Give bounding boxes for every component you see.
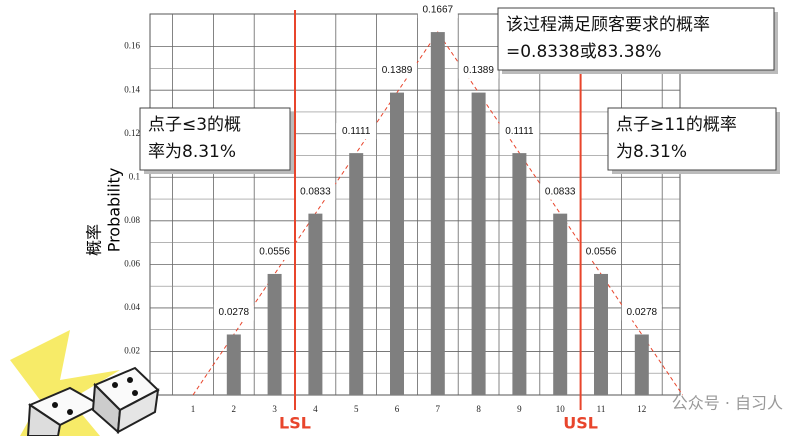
annotation-text: 率为8.31% — [148, 142, 236, 162]
value-label: 0.0278 — [627, 307, 658, 318]
value-label-bg — [458, 62, 499, 79]
bar — [471, 92, 486, 396]
bar — [308, 213, 323, 395]
y-tick-label: 0.04 — [124, 302, 140, 312]
annotation-box — [607, 107, 777, 171]
value-label: 0.0278 — [219, 307, 250, 318]
value-label: 0.0556 — [586, 247, 617, 258]
value-label: 0.1111 — [342, 126, 371, 137]
value-label: 0.1111 — [505, 126, 534, 137]
annotation-text: =0.8338或83.38% — [506, 42, 662, 62]
value-label-bg — [621, 304, 662, 321]
annotation-text: 点子≤3的概 — [148, 115, 241, 135]
value-label-bg — [254, 243, 295, 260]
bar — [634, 334, 649, 395]
annotation-box — [497, 7, 775, 71]
bar — [390, 92, 404, 396]
value-label: 0.1667 — [423, 5, 454, 16]
x-tick-label: 1 — [191, 404, 196, 414]
x-tick-label: 6 — [395, 404, 400, 414]
y-tick-label: 0.1 — [129, 171, 140, 181]
x-tick-label: 12 — [637, 404, 646, 414]
dice-icon — [10, 330, 160, 436]
value-label-bg — [336, 123, 377, 140]
x-tick-label: 9 — [517, 404, 522, 414]
y-tick-label: 0.02 — [124, 346, 140, 356]
value-label-bg — [295, 183, 336, 200]
value-label-bg — [417, 2, 458, 19]
value-label: 0.1389 — [382, 65, 413, 76]
x-tick-label: 2 — [232, 404, 237, 414]
y-tick-label: 0.12 — [124, 128, 140, 138]
x-tick-label: 4 — [313, 404, 318, 414]
bar — [226, 334, 241, 395]
value-label-bg — [213, 304, 254, 321]
bar — [430, 32, 445, 396]
bar — [267, 273, 282, 395]
value-label: 0.0833 — [545, 186, 576, 197]
x-tick-label: 5 — [354, 404, 359, 414]
bar — [512, 153, 527, 395]
x-tick-label: 7 — [436, 404, 441, 414]
y-tick-label: 0.14 — [124, 84, 140, 94]
bar — [553, 213, 568, 395]
x-tick-label: 8 — [476, 404, 481, 414]
value-label: 0.1389 — [463, 65, 494, 76]
annotation-box — [139, 107, 291, 171]
bar — [349, 153, 364, 395]
annotation-text: 为8.31% — [616, 142, 687, 162]
x-tick-label: 3 — [272, 404, 277, 414]
bar — [594, 273, 608, 395]
annotation-text: 该过程满足顾客要求的概率 — [506, 15, 710, 35]
value-label-bg — [540, 183, 581, 200]
x-tick-label: 11 — [597, 404, 606, 414]
spec-limit-label: LSL — [279, 414, 311, 433]
value-label-bg — [377, 62, 417, 79]
x-tick-label: 10 — [556, 404, 566, 414]
annotation-text: 点子≥11的概率 — [616, 115, 737, 135]
value-label: 0.0833 — [300, 186, 331, 197]
y-tick-label: 0.06 — [124, 258, 140, 268]
value-label-bg — [581, 243, 621, 260]
value-label: 0.0556 — [259, 247, 290, 258]
watermark: 公众号 · 自习人 — [672, 394, 783, 413]
y-axis-label: Probability — [105, 168, 124, 253]
y-tick-label: 0.08 — [124, 215, 140, 225]
spec-limit-label: USL — [563, 414, 598, 433]
y-axis-label: 概率 — [85, 224, 104, 256]
value-label-bg — [499, 123, 540, 140]
y-tick-label: 0.16 — [124, 41, 140, 51]
